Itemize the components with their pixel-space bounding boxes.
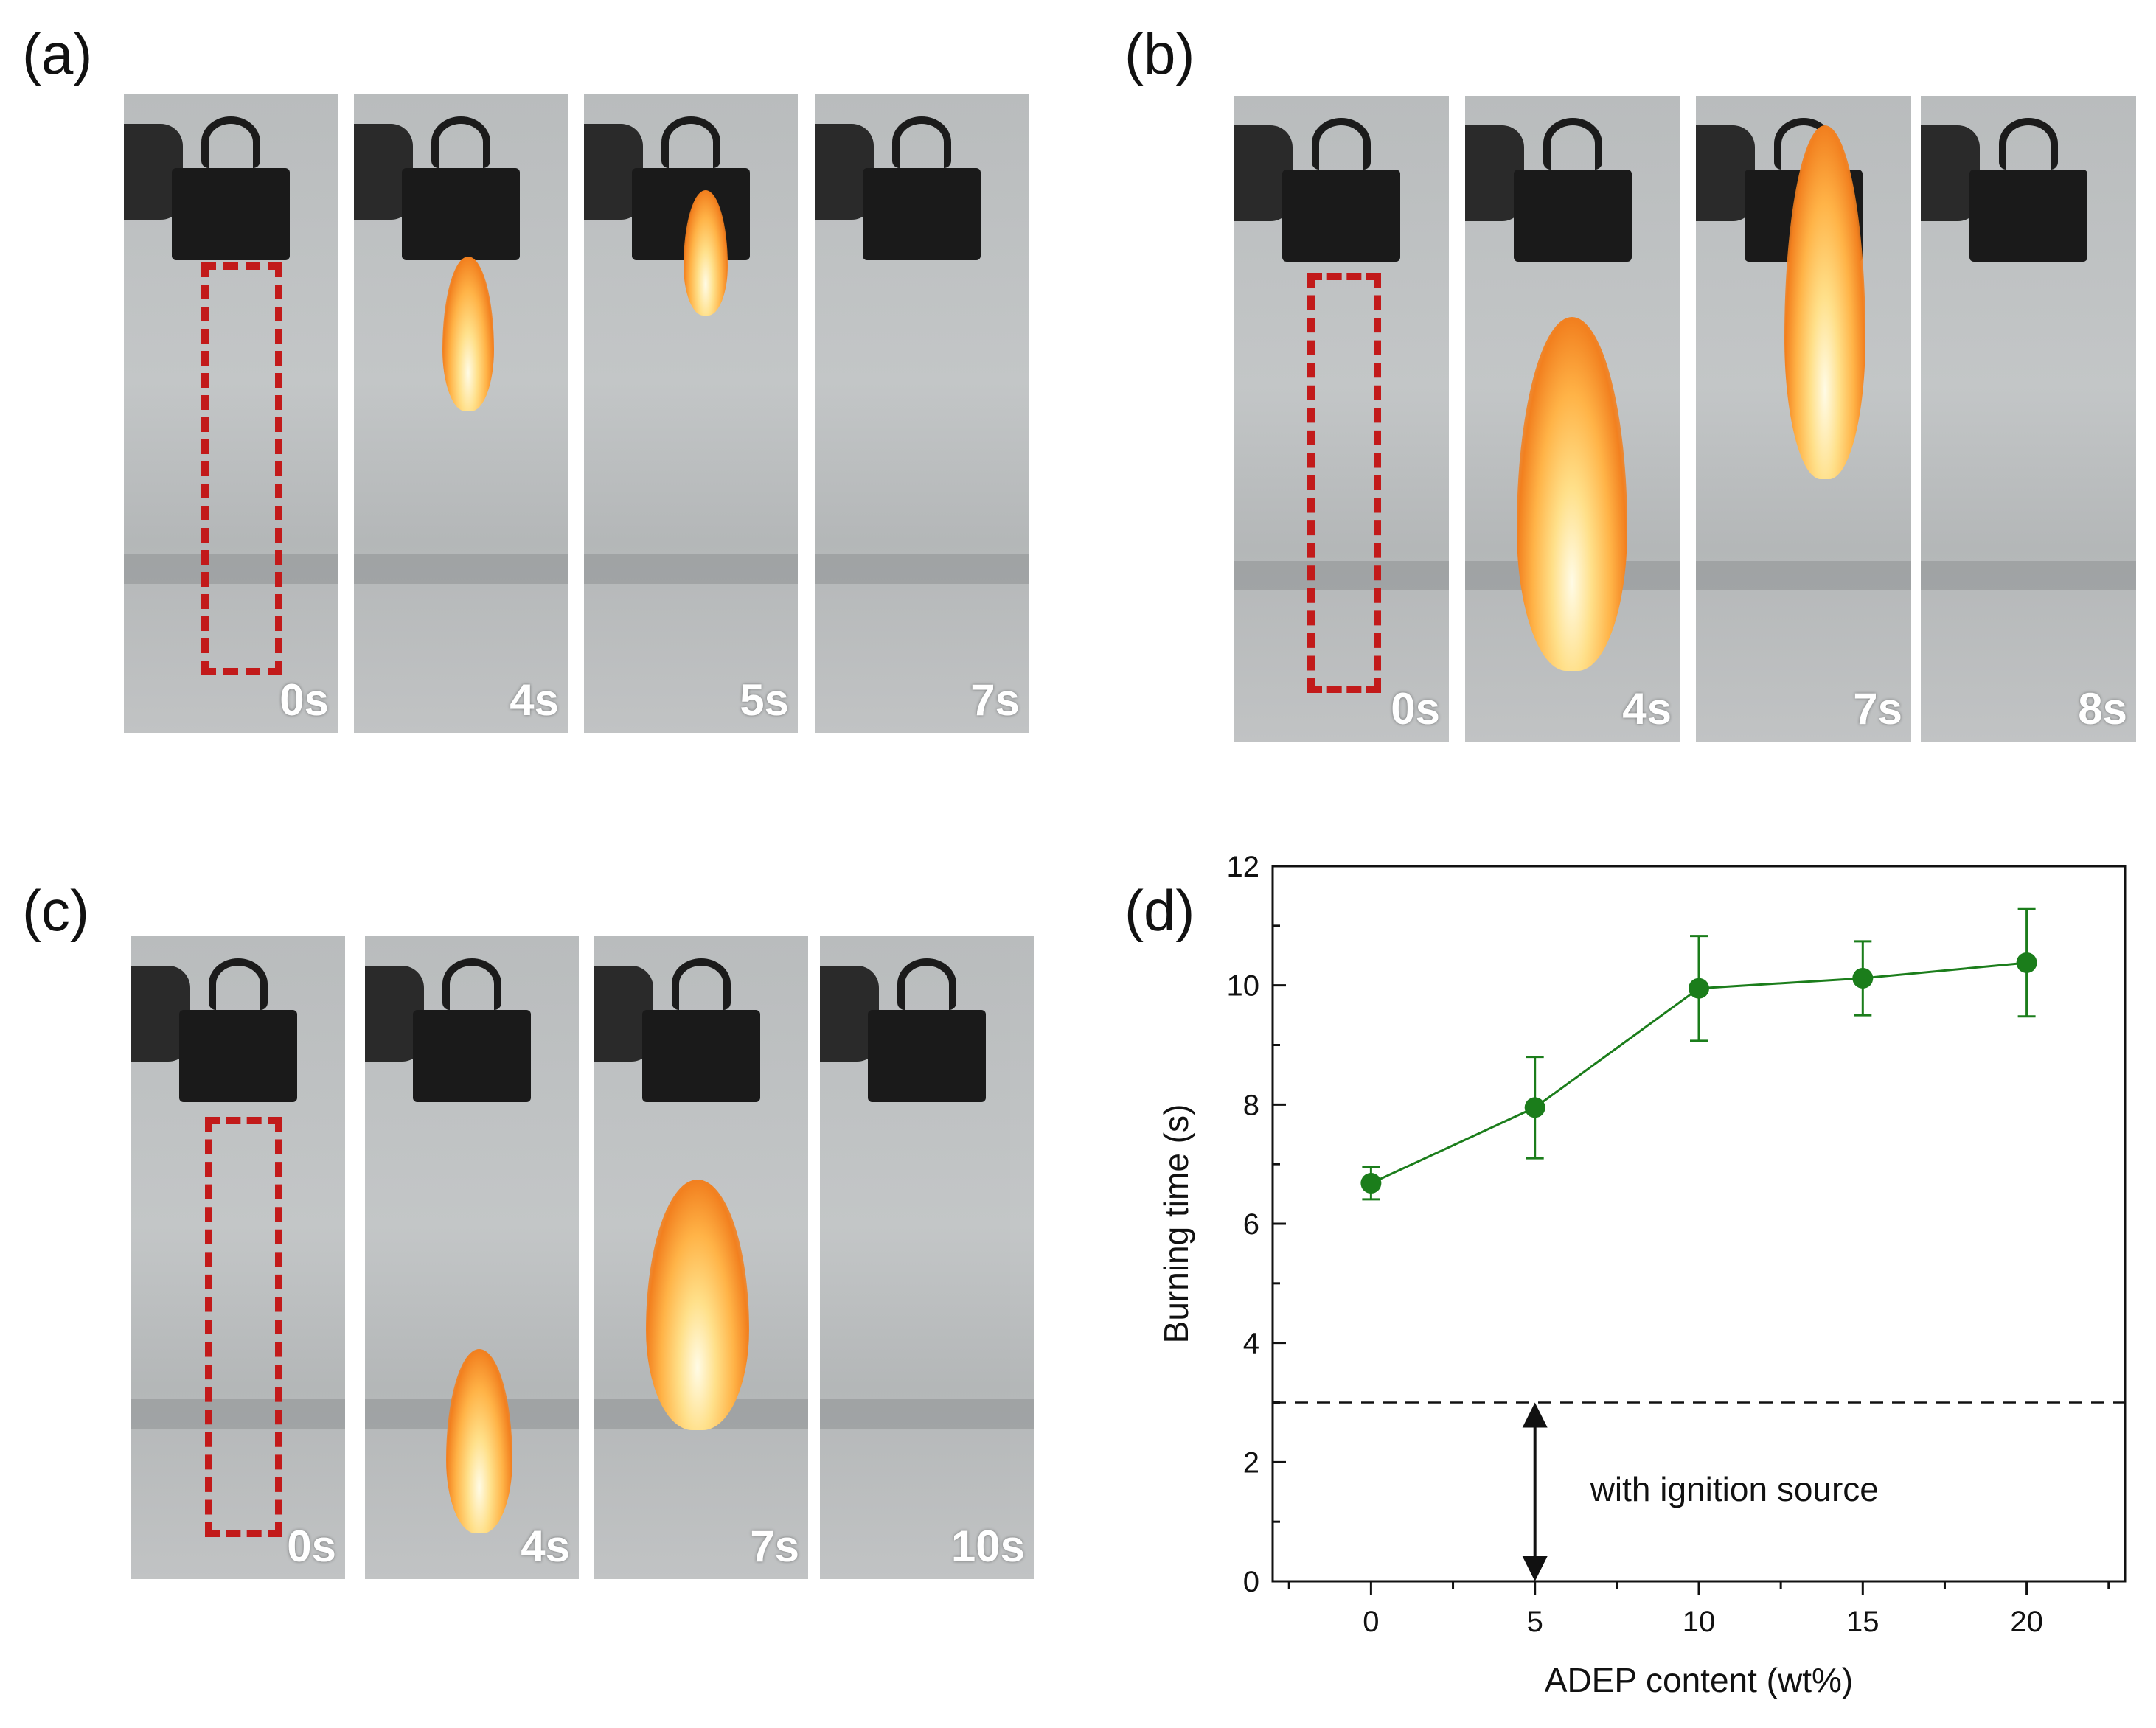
data-point <box>1852 967 1874 989</box>
binder-clip <box>863 168 981 260</box>
arrow-head-down <box>1522 1556 1548 1581</box>
photo-frame-b-2: 4s <box>1465 96 1680 742</box>
photo-frame-c-2: 4s <box>365 936 579 1579</box>
panel-label-b: (b) <box>1124 21 1195 86</box>
binder-clip-handle <box>1999 118 2058 170</box>
specimen-outline <box>201 262 282 675</box>
y-tick-label: 6 <box>1243 1208 1259 1241</box>
data-point <box>1689 978 1709 999</box>
y-tick-label: 0 <box>1243 1566 1259 1598</box>
y-axis-label: Burning time (s) <box>1157 1104 1195 1344</box>
flame <box>442 257 494 411</box>
photo-frame-b-4: 8s <box>1921 96 2136 742</box>
x-tick-label: 20 <box>2010 1606 2043 1638</box>
wall-band <box>1921 561 2136 590</box>
time-label-b-1: 0s <box>1391 684 1440 734</box>
time-label-b-3: 7s <box>1853 684 1902 734</box>
binder-clip <box>172 168 290 260</box>
wall-band <box>1696 561 1911 590</box>
photo-frame-c-4: 10s <box>820 936 1034 1579</box>
arrow-head-up <box>1522 1402 1548 1428</box>
y-tick-label: 4 <box>1243 1328 1259 1360</box>
wall-band <box>354 554 568 584</box>
binder-clip-handle <box>442 958 501 1010</box>
specimen-outline <box>205 1117 282 1537</box>
photo-frame-a-1: 0s <box>124 94 338 733</box>
binder-clip <box>868 1010 986 1102</box>
time-label-c-2: 4s <box>521 1522 570 1571</box>
panel-label-a: (a) <box>22 21 93 86</box>
binder-clip <box>413 1010 531 1102</box>
y-tick-label: 10 <box>1227 970 1260 1003</box>
photo-frame-c-3: 7s <box>594 936 808 1579</box>
photo-frame-a-4: 7s <box>815 94 1029 733</box>
photo-frame-c-1: 0s <box>131 936 345 1579</box>
series-line <box>1370 961 2027 1185</box>
time-label-a-2: 4s <box>510 675 559 725</box>
time-label-a-4: 7s <box>970 675 1020 725</box>
binder-clip <box>1514 170 1632 262</box>
x-tick-label: 10 <box>1683 1606 1716 1638</box>
panel-label-d: (d) <box>1124 878 1195 943</box>
plot-frame <box>1271 865 2127 1583</box>
time-label-c-1: 0s <box>287 1522 336 1571</box>
wall-band <box>815 554 1029 584</box>
photo-frame-b-1: 0s <box>1234 96 1449 742</box>
binder-clip <box>402 168 520 260</box>
flame <box>1784 125 1865 479</box>
x-tick-label: 0 <box>1363 1606 1379 1638</box>
binder-clip-handle <box>431 116 490 168</box>
flame <box>646 1180 749 1430</box>
data-point <box>1524 1097 1545 1118</box>
specimen-outline <box>1307 273 1381 693</box>
wall-band <box>124 554 338 584</box>
binder-clip-handle <box>672 958 731 1010</box>
wall-band <box>1234 561 1449 590</box>
time-label-b-4: 8s <box>2078 684 2127 734</box>
x-tick-label: 5 <box>1527 1606 1543 1638</box>
data-point <box>1360 1173 1382 1194</box>
time-label-c-4: 10s <box>950 1522 1025 1571</box>
x-axis-label: ADEP content (wt%) <box>1545 1661 1853 1699</box>
photo-frame-b-3: 7s <box>1696 96 1911 742</box>
binder-clip <box>1282 170 1400 262</box>
wall-band <box>131 1399 345 1429</box>
time-label-a-1: 0s <box>279 675 329 725</box>
time-label-b-2: 4s <box>1622 684 1672 734</box>
panel-label-c: (c) <box>22 878 89 943</box>
photo-frame-a-2: 4s <box>354 94 568 733</box>
y-tick-label: 2 <box>1243 1446 1259 1479</box>
binder-clip-handle <box>892 116 951 168</box>
binder-clip-handle <box>209 958 268 1010</box>
binder-clip-handle <box>897 958 956 1010</box>
binder-clip <box>179 1010 297 1102</box>
annotation-text: with ignition source <box>1590 1470 1879 1508</box>
wall-band <box>820 1399 1034 1429</box>
x-tick-label: 15 <box>1846 1606 1879 1638</box>
data-point <box>2016 952 2037 973</box>
wall-band <box>584 554 798 584</box>
y-tick-label: 8 <box>1243 1089 1259 1121</box>
binder-clip <box>642 1010 760 1102</box>
binder-clip-handle <box>1543 118 1602 170</box>
binder-clip-handle <box>201 116 260 168</box>
y-tick-label: 12 <box>1227 851 1260 883</box>
binder-clip <box>1969 170 2087 262</box>
photo-frame-a-3: 5s <box>584 94 798 733</box>
flame <box>446 1349 512 1533</box>
flame <box>684 190 728 316</box>
time-label-c-3: 7s <box>750 1522 799 1571</box>
time-label-a-3: 5s <box>740 675 789 725</box>
flame <box>1517 317 1627 671</box>
binder-clip-handle <box>661 116 720 168</box>
binder-clip-handle <box>1312 118 1371 170</box>
